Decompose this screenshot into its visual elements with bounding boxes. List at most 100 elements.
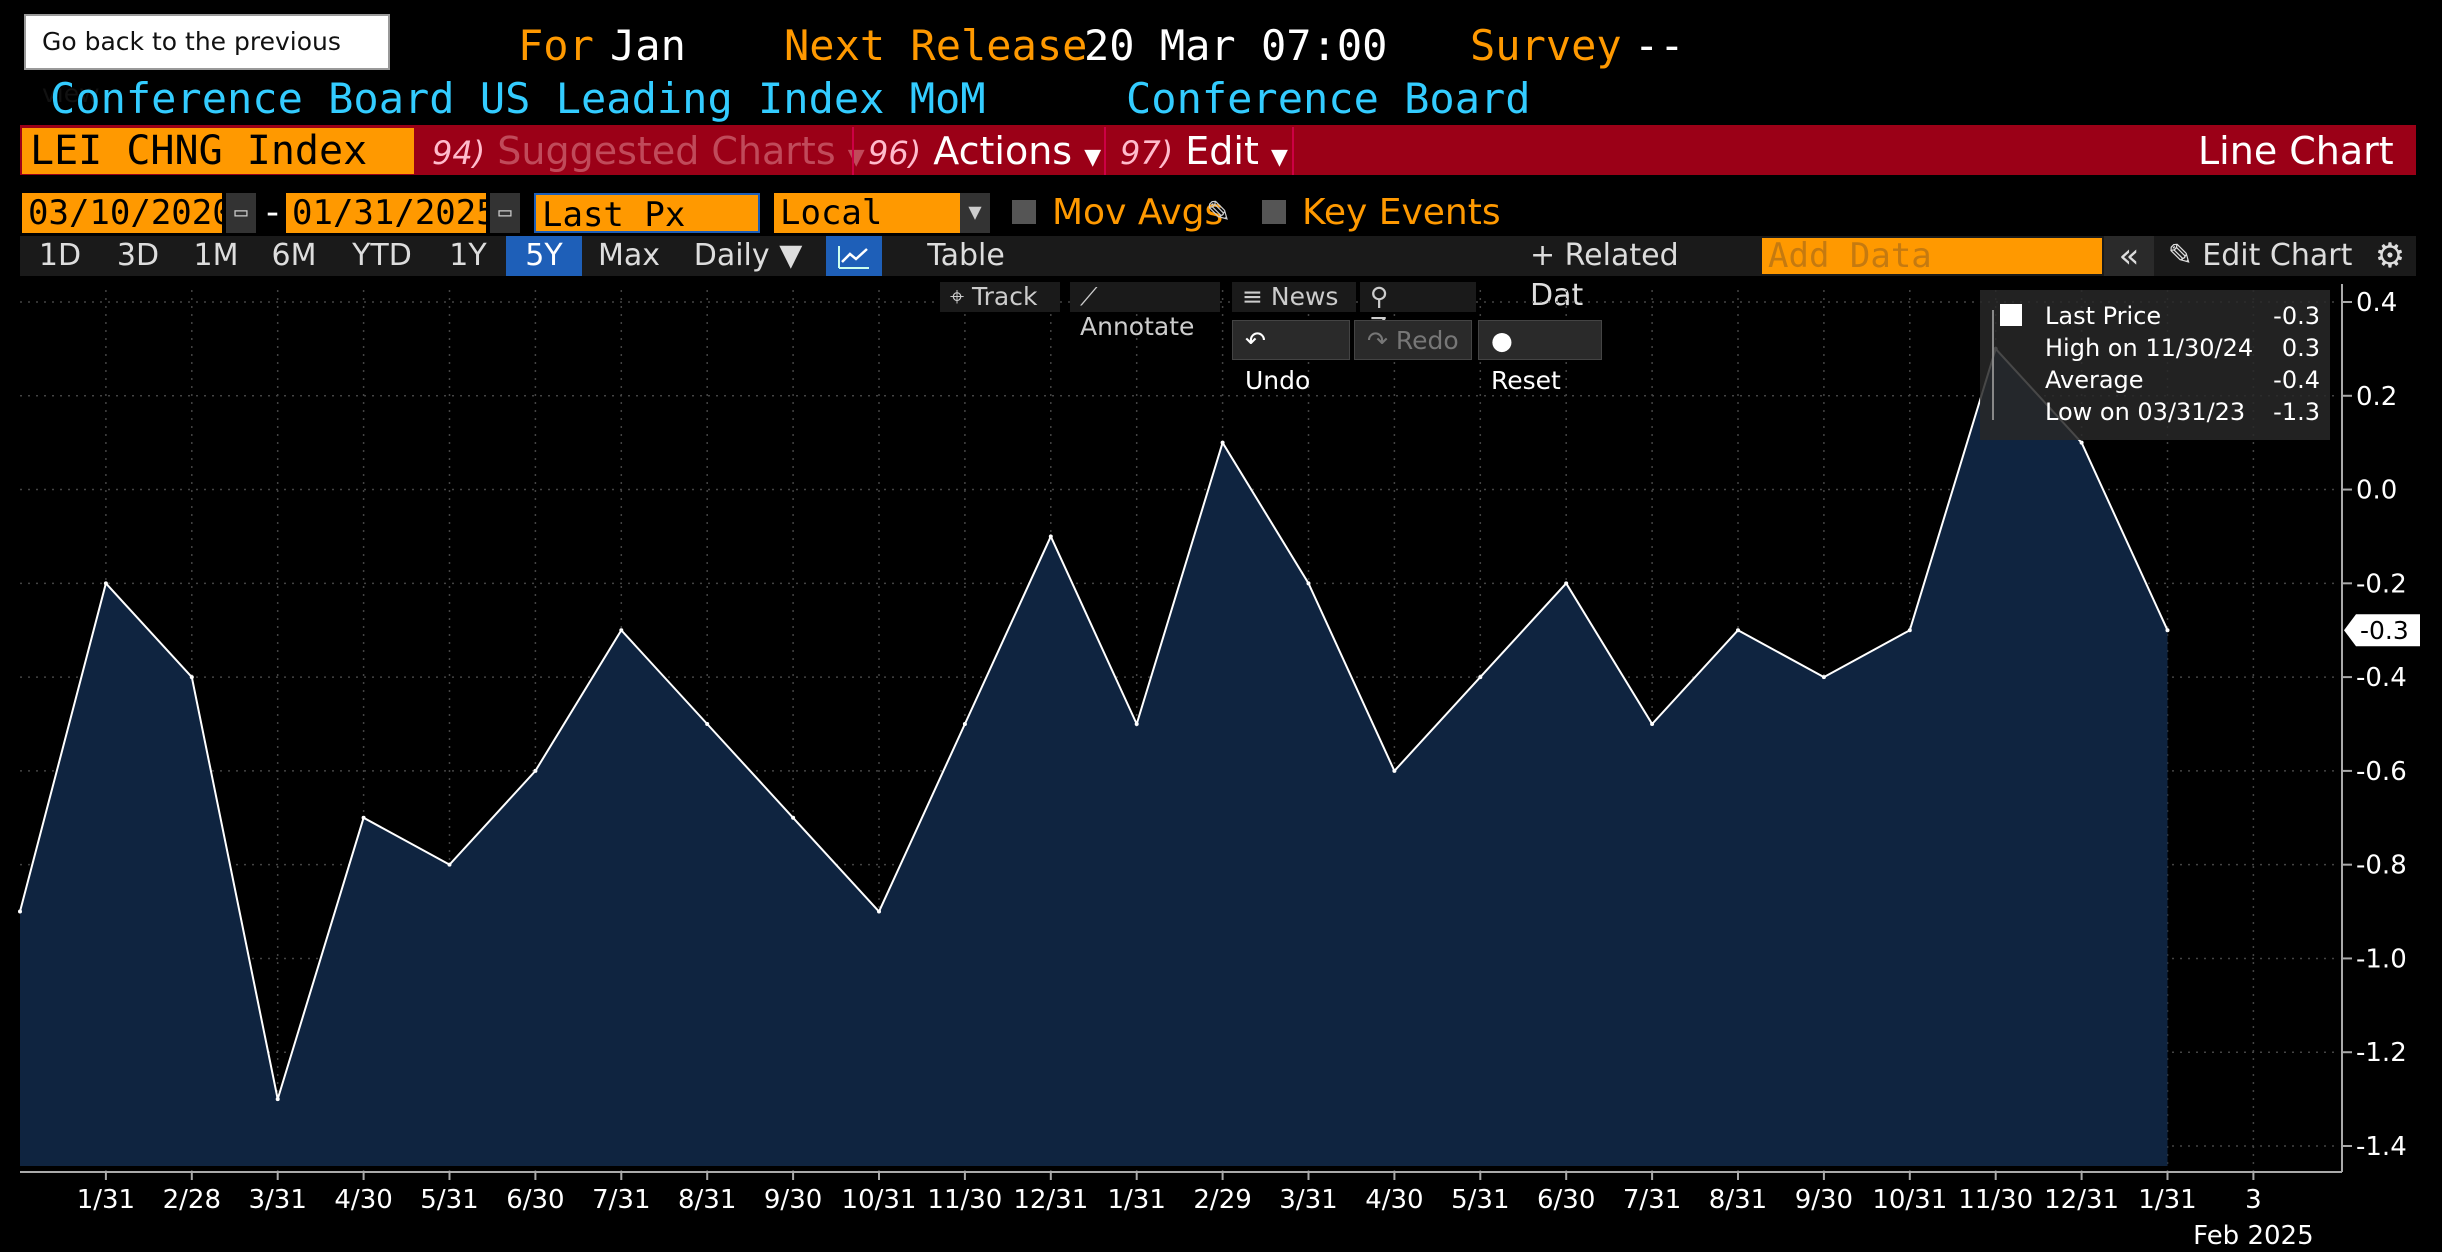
series-area (20, 348, 2168, 1166)
series-line (19, 346, 2169, 1100)
tab-1d[interactable]: 1D (38, 238, 82, 273)
annotate-label: Annotate (1080, 312, 1195, 341)
actions-num: 96) (868, 134, 922, 172)
x-tick-label: 1/31 (77, 1185, 135, 1215)
suggested-charts-menu[interactable]: 94) Suggested Charts ▼ (432, 128, 865, 174)
pencil-icon[interactable]: ✎ (1206, 195, 1232, 230)
x-tick-label: 3/31 (249, 1185, 307, 1215)
next-release-label: Next Release (784, 21, 1088, 70)
calendar-icon[interactable]: ▭ (226, 193, 256, 233)
source-name: Conference Board (1126, 74, 1531, 123)
y-tick-label: -1.4 (2356, 1132, 2407, 1162)
start-date-input[interactable]: 03/10/2020 (22, 193, 233, 233)
x-tick-label: 2/29 (1193, 1185, 1251, 1215)
price-field-select[interactable]: Last Px (534, 193, 760, 235)
legend-row-last-price: Last Price -0.3 (2045, 300, 2320, 332)
edit-label: Edit (1185, 129, 1259, 173)
edit-chart-button[interactable]: ✎ Edit Chart (2160, 236, 2360, 276)
chart-legend: Last Price -0.3 High on 11/30/24 0.3 Avera… (1980, 290, 2330, 440)
tab-3d[interactable]: 3D (116, 238, 160, 273)
edit-chart-label: Edit Chart (2202, 238, 2353, 273)
frequency-select[interactable]: Daily ▼ (693, 238, 803, 273)
legend-bracket (1992, 310, 1994, 420)
toolbar-divider (1292, 127, 1294, 175)
key-events-checkbox[interactable] (1262, 200, 1286, 224)
data-point (962, 722, 967, 726)
crosshair-icon: ⌖ (950, 282, 965, 311)
data-point (1907, 628, 1912, 633)
tab-1m[interactable]: 1M (193, 238, 239, 273)
news-button[interactable]: ≡ News (1232, 282, 1356, 312)
x-tick-label: 9/30 (1795, 1185, 1853, 1215)
data-point (447, 862, 452, 867)
reset-button[interactable]: ● Reset (1478, 320, 1602, 395)
table-tab[interactable]: Table (927, 238, 1005, 273)
ticker-field[interactable]: LEI CHNG Index (22, 128, 414, 174)
reset-icon: ● (1491, 326, 1513, 355)
redo-icon: ↷ (1367, 326, 1388, 355)
collapse-icon[interactable]: « (2104, 236, 2154, 276)
zoom-button[interactable]: ⚲ Zoom (1360, 282, 1476, 341)
x-tick-label: 11/30 (927, 1185, 1002, 1215)
line-chart-icon[interactable] (826, 236, 882, 276)
tab-ytd[interactable]: YTD (352, 238, 412, 273)
data-point (2165, 628, 2170, 633)
price-chart[interactable]: 0.4 0.2 0.0 -0.2 -0.4 -0.6 -0.8 -1.0 -1.2 -1.4 1/3… (0, 275, 2442, 1252)
key-events-label: Key Events (1302, 192, 1501, 233)
x-tick-label: 6/30 (1537, 1185, 1595, 1215)
y-tick-label: -0.2 (2356, 569, 2407, 599)
gear-icon[interactable]: ⚙ (2374, 236, 2406, 276)
y-tick-label: -1.2 (2356, 1038, 2407, 1068)
legend-row-low: Low on 03/31/23 -1.3 (2045, 396, 2320, 428)
redo-label: Redo (1395, 326, 1459, 355)
tab-5y[interactable]: 5Y (506, 236, 582, 276)
track-button[interactable]: ⌖ Track (940, 282, 1060, 312)
edit-num: 97) (1120, 134, 1174, 172)
data-point (791, 815, 796, 820)
annotate-button[interactable]: ⟋ Annotate (1070, 282, 1220, 341)
last-value-tag-label: -0.3 (2360, 616, 2409, 645)
x-tick-label: 1/31 (1108, 1185, 1166, 1215)
reset-label: Reset (1491, 366, 1561, 395)
x-tick-label: 8/31 (678, 1185, 736, 1215)
chart-type-label[interactable]: Line Chart (2198, 129, 2394, 173)
chevron-down-icon[interactable]: ▼ (960, 193, 990, 233)
related-data-button[interactable]: + Related Dat (1530, 238, 1679, 313)
legend-label: Average (2045, 366, 2144, 394)
data-point (361, 815, 366, 820)
currency-select[interactable]: Local CCY (774, 193, 960, 273)
legend-value: 0.3 (2281, 334, 2320, 362)
suggested-charts-num: 94) (432, 134, 486, 172)
survey-label: Survey (1470, 21, 1622, 70)
chevron-down-icon: ▼ (1084, 145, 1102, 170)
survey-value: -- (1634, 21, 1685, 70)
next-release-value: 20 Mar 07:00 (1084, 21, 1388, 70)
data-point (1220, 440, 1225, 445)
undo-icon: ↶ (1245, 326, 1266, 355)
legend-swatch (2000, 304, 2022, 326)
data-point (1564, 581, 1569, 586)
data-point (18, 909, 22, 914)
tab-1y[interactable]: 1Y (449, 238, 487, 273)
data-point (1736, 628, 1740, 633)
calendar-icon[interactable]: ▭ (490, 193, 520, 233)
data-point (1134, 722, 1139, 726)
tab-max[interactable]: Max (597, 238, 661, 273)
undo-label: Undo (1245, 366, 1311, 395)
edit-menu[interactable]: 97) Edit ▼ (1120, 128, 1288, 174)
x-tick-label: 9/30 (764, 1185, 822, 1215)
date-dash: - (266, 192, 279, 233)
mov-avgs-checkbox[interactable] (1012, 200, 1036, 224)
x-tick-label: 5/31 (420, 1185, 478, 1215)
end-date-input[interactable]: 01/31/2025 (286, 193, 497, 233)
add-data-input[interactable]: Add Data (1762, 238, 2102, 274)
x-tick-label: 8/31 (1709, 1185, 1767, 1215)
y-tick-label: 0.2 (2356, 382, 2397, 412)
data-point (705, 722, 710, 726)
x-tick-label: 3/31 (1279, 1185, 1337, 1215)
undo-button[interactable]: ↶ Undo (1232, 320, 1350, 395)
legend-label: Last Price (2045, 302, 2162, 330)
redo-button[interactable]: ↷ Redo (1354, 320, 1472, 360)
actions-menu[interactable]: 96) Actions ▼ (868, 128, 1101, 174)
tab-6m[interactable]: 6M (271, 238, 317, 273)
